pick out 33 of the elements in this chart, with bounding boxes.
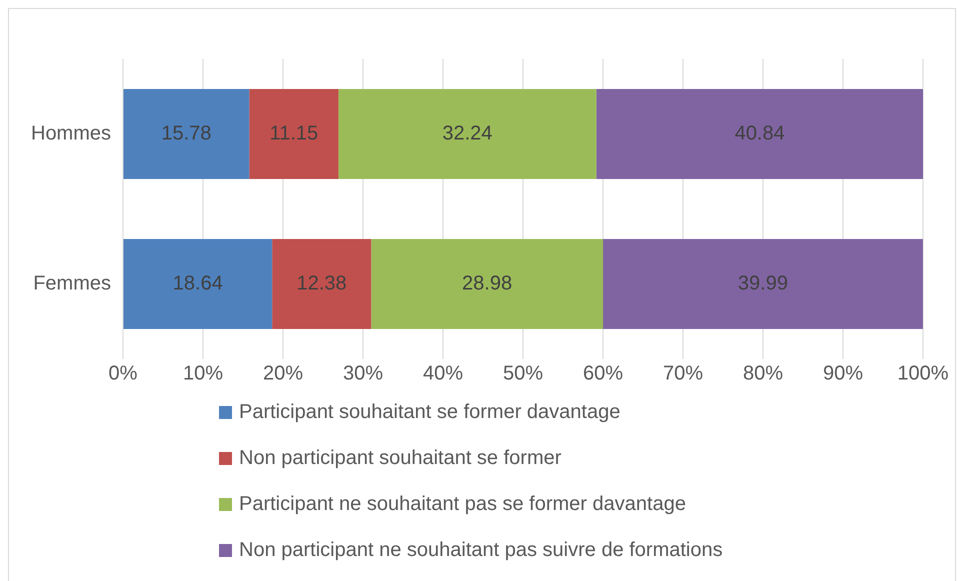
legend-label: Non participant souhaitant se former <box>239 446 562 470</box>
x-tick-label: 50% <box>502 362 544 385</box>
data-label: 12.38 <box>296 272 347 295</box>
data-label: 32.24 <box>442 122 492 145</box>
bar <box>124 239 272 329</box>
x-tick-label: 10% <box>182 362 224 385</box>
x-tick-label: 70% <box>662 362 704 385</box>
x-tick-label: 90% <box>822 362 864 385</box>
y-tick-label: Hommes <box>30 122 112 145</box>
legend-label: Participant ne souhaitant pas se former davantage <box>239 492 686 516</box>
x-tick-label: 60% <box>582 362 624 385</box>
bar <box>371 239 604 329</box>
data-label: 40.84 <box>734 122 785 145</box>
data-label: 15.78 <box>161 122 212 145</box>
data-label: 28.98 <box>462 272 512 295</box>
x-tick-label: 40% <box>422 362 464 385</box>
y-tick-label: Femmes <box>33 272 112 295</box>
data-label: 11.15 <box>270 122 318 145</box>
bar <box>338 89 596 179</box>
x-tick-label: 30% <box>342 362 384 385</box>
bar <box>603 239 923 329</box>
data-label: 18.64 <box>172 272 223 295</box>
bar <box>272 239 372 329</box>
x-tick-label: 20% <box>262 362 304 385</box>
bar <box>596 89 923 179</box>
x-tick-label: 100% <box>897 362 949 385</box>
x-tick-label: 80% <box>742 362 784 385</box>
bar <box>124 89 250 179</box>
data-label: 39.99 <box>738 272 788 295</box>
legend-label: Participant souhaitant se former davantage <box>239 400 620 424</box>
legend-label: Non participant ne souhaitant pas suivre de formations <box>239 538 723 562</box>
x-tick-label: 0% <box>108 362 138 385</box>
bar <box>249 89 338 179</box>
